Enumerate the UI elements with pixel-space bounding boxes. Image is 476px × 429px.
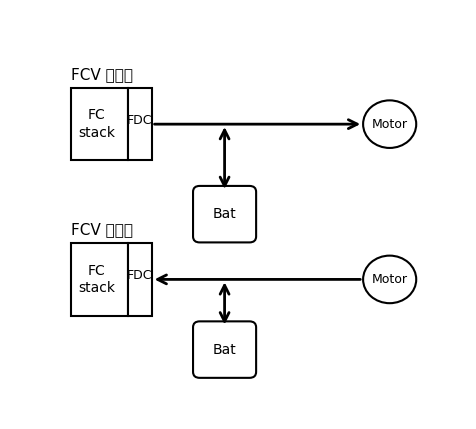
Circle shape [363, 256, 416, 303]
Text: Bat: Bat [213, 343, 237, 356]
Text: stack: stack [78, 126, 115, 140]
Circle shape [363, 100, 416, 148]
Text: Motor: Motor [372, 273, 407, 286]
Text: Bat: Bat [213, 207, 237, 221]
Text: FC: FC [88, 264, 105, 278]
FancyBboxPatch shape [193, 321, 256, 378]
Text: FDC: FDC [127, 114, 152, 127]
Text: Motor: Motor [372, 118, 407, 131]
Bar [70, 88, 128, 160]
FancyBboxPatch shape [193, 186, 256, 242]
Bar [70, 243, 128, 316]
Text: FCV 制动时: FCV 制动时 [70, 222, 133, 237]
Bar [128, 88, 152, 160]
Text: stack: stack [78, 281, 115, 295]
Bar [128, 243, 152, 316]
Text: FCV 行驶时: FCV 行驶时 [70, 67, 133, 82]
Text: FC: FC [88, 109, 105, 122]
Text: FDC: FDC [127, 269, 152, 282]
